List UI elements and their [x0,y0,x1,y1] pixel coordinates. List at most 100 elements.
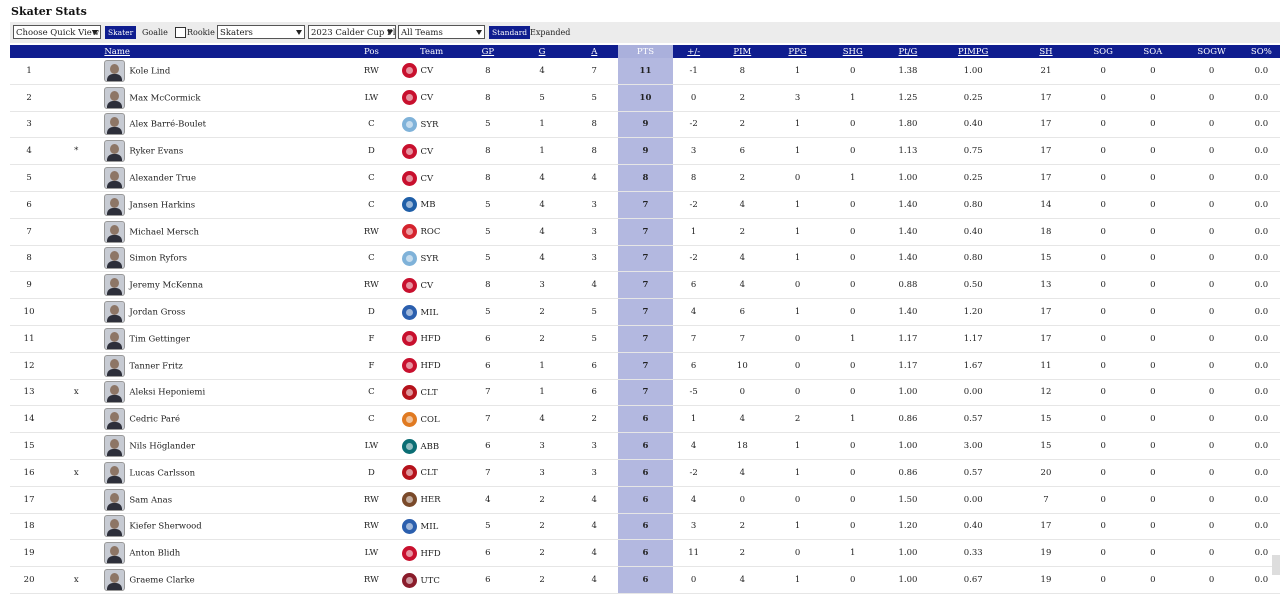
col-gp[interactable]: GP [461,45,514,58]
col-shg[interactable]: SHG [825,45,881,58]
table-row[interactable]: 8 Simon Ryfors C SYR 5 4 3 7 -2 4 1 0 1.40 0.80 15 0 0 0 0… [10,245,1280,273]
team-cell-text[interactable]: SYR [420,119,439,130]
col-g[interactable]: G [513,45,571,58]
player-name-text[interactable]: Michael Mersch [129,227,199,238]
player-name-text[interactable]: Tim Gettinger [129,334,190,345]
team-cell-text[interactable]: ABB [420,441,440,452]
season-select[interactable]: 2023 Calder Cup Pla [308,25,396,39]
quick-view-select[interactable]: Choose Quick View [13,25,101,39]
skater-button[interactable]: Skater [105,26,137,39]
col-pim[interactable]: PIM [714,45,770,58]
player-name[interactable]: Alexander True [104,164,342,192]
goalie-link[interactable]: Goalie [142,28,168,37]
team-cell[interactable]: SYR [401,245,462,273]
player-name[interactable]: Tanner Fritz [104,352,342,380]
player-name[interactable]: Cedric Paré [104,405,342,434]
player-name-text[interactable]: Anton Blidh [129,548,181,559]
team-select[interactable]: All Teams [398,25,485,39]
table-row[interactable]: 19 Anton Blidh LW HFD 6 2 4 6 11 2 0 1 1.00 0.33 19 0 0 0… [10,539,1280,568]
col-pt-per-game[interactable]: Pt/G [880,45,936,58]
team-cell-text[interactable]: ROC [420,227,441,238]
team-cell-text[interactable]: HER [420,495,441,506]
team-cell[interactable]: MIL [401,298,462,326]
team-cell[interactable]: CV [401,84,462,112]
team-cell-text[interactable]: CV [420,280,434,291]
team-cell[interactable]: HFD [401,352,462,380]
player-name[interactable]: Max McCormick [104,84,342,112]
team-cell[interactable]: MB [401,191,462,219]
team-cell-text[interactable]: CLT [420,468,438,479]
expanded-link[interactable]: Expanded [530,28,571,37]
team-cell-text[interactable]: HFD [420,361,441,372]
player-name[interactable]: Sam Anas [104,486,342,514]
player-name[interactable]: Nils Höglander [104,432,342,460]
player-name-text[interactable]: Kole Lind [129,66,171,77]
team-cell[interactable]: HFD [401,539,462,568]
player-name-text[interactable]: Jeremy McKenna [129,280,204,291]
team-cell-text[interactable]: CV [420,93,434,104]
team-cell[interactable]: ROC [401,218,462,246]
table-row[interactable]: 9 Jeremy McKenna RW CV 8 3 4 7 6 4 0 0 0.88 0.50 13 0 0 0… [10,271,1280,300]
table-row[interactable]: 15 Nils Höglander LW ABB 6 3 3 6 4 18 1 0 1.00 3.00 15… [10,432,1280,460]
player-name-text[interactable]: Tanner Fritz [129,361,183,372]
team-cell-text[interactable]: UTC [420,575,440,586]
player-name-text[interactable]: Nils Höglander [129,441,196,452]
table-row[interactable]: 10 Jordan Gross D MIL 5 2 5 7 4 6 1 0 1.40 1.20 17 0 0 0 0… [10,298,1280,326]
player-name[interactable]: Jansen Harkins [104,191,342,219]
team-cell-text[interactable]: CV [420,173,434,184]
table-row[interactable]: 6 Jansen Harkins C MB 5 4 3 7 -2 4 1 0 1.40 0.80 14 0 0 0… [10,191,1280,219]
player-name[interactable]: Anton Blidh [104,539,342,568]
col-name[interactable]: Name [104,45,342,58]
player-name-text[interactable]: Max McCormick [129,93,201,104]
player-name-text[interactable]: Alexander True [129,173,197,184]
team-cell-text[interactable]: MB [420,200,436,211]
team-cell[interactable]: CV [401,137,462,166]
player-name[interactable]: Kole Lind [104,58,342,85]
table-row[interactable]: 17 Sam Anas RW HER 4 2 4 6 4 0 0 0 1.50 0.00 7 0 0 0 0.0 [10,486,1280,514]
player-name[interactable]: Aleksi Heponiemi [104,379,342,407]
player-name-text[interactable]: Jansen Harkins [129,200,196,211]
team-cell-text[interactable]: MIL [420,521,439,532]
table-row[interactable]: 5 Alexander True C CV 8 4 4 8 8 2 0 1 1.00 0.25 17 0 0 0 0… [10,164,1280,192]
player-name[interactable]: Kiefer Sherwood [104,513,342,541]
team-cell-text[interactable]: CLT [420,387,438,398]
team-cell[interactable]: HFD [401,325,462,353]
player-name[interactable]: Michael Mersch [104,218,342,246]
team-cell[interactable]: ABB [401,432,462,460]
scrollbar[interactable] [1272,555,1280,575]
table-row[interactable]: 2 Max McCormick LW CV 8 5 5 10 0 2 3 1 1.25 0.25 17 0 0 0… [10,84,1280,112]
player-name-text[interactable]: Graeme Clarke [129,575,195,586]
table-row[interactable]: 13 x Aleksi Heponiemi C CLT 7 1 6 7 -5 0 0 0 1.00 0.00… [10,379,1280,407]
player-name-text[interactable]: Lucas Carlsson [129,468,196,479]
team-cell[interactable]: COL [401,405,462,434]
player-name[interactable]: Lucas Carlsson [104,459,342,487]
team-cell[interactable]: UTC [401,566,462,594]
player-name-text[interactable]: Aleksi Heponiemi [129,387,206,398]
team-cell-text[interactable]: HFD [420,548,441,559]
col-ppg[interactable]: PPG [769,45,826,58]
player-name-text[interactable]: Sam Anas [129,495,173,506]
team-cell[interactable]: CV [401,164,462,192]
player-name[interactable]: Jeremy McKenna [104,271,342,300]
team-cell[interactable]: CLT [401,379,462,407]
player-name-text[interactable]: Ryker Evans [129,146,184,157]
player-name-text[interactable]: Cedric Paré [129,414,181,425]
col-a[interactable]: A [570,45,619,58]
table-row[interactable]: 20 x Graeme Clarke RW UTC 6 2 4 6 0 4 1 0 1.00 0.67 19 0… [10,566,1280,594]
team-cell[interactable]: HER [401,486,462,514]
table-row[interactable]: 7 Michael Mersch RW ROC 5 4 3 7 1 2 1 0 1.40 0.40 18 0 0… [10,218,1280,246]
table-row[interactable]: 3 Alex Barré-Boulet C SYR 5 1 8 9 -2 2 1 0 1.80 0.40 1… [10,111,1280,139]
team-cell-text[interactable]: CV [420,146,434,157]
col-sh[interactable]: SH [1010,45,1082,58]
table-row[interactable]: 4 * Ryker Evans D CV 8 1 8 9 3 6 1 0 1.13 0.75 17 0 0 0 0.0 [10,137,1280,166]
player-name-text[interactable]: Alex Barré-Boulet [129,119,207,130]
player-type-select[interactable]: Skaters [217,25,305,39]
team-cell-text[interactable]: HFD [420,334,441,345]
table-row[interactable]: 1 Kole Lind RW CV 8 4 7 11 -1 8 1 0 1.38 1.00 21 0 0 0 0.0 [10,58,1280,85]
team-cell-text[interactable]: COL [420,414,440,425]
player-name[interactable]: Alex Barré-Boulet [104,111,342,139]
team-cell[interactable]: CLT [401,459,462,487]
player-name-text[interactable]: Kiefer Sherwood [129,521,202,532]
table-row[interactable]: 18 Kiefer Sherwood RW MIL 5 2 4 6 3 2 1 0 1.20 0.40 17… [10,513,1280,541]
table-row[interactable]: 12 Tanner Fritz F HFD 6 1 6 7 6 10 0 0 1.17 1.67 11 0 0 0… [10,352,1280,380]
